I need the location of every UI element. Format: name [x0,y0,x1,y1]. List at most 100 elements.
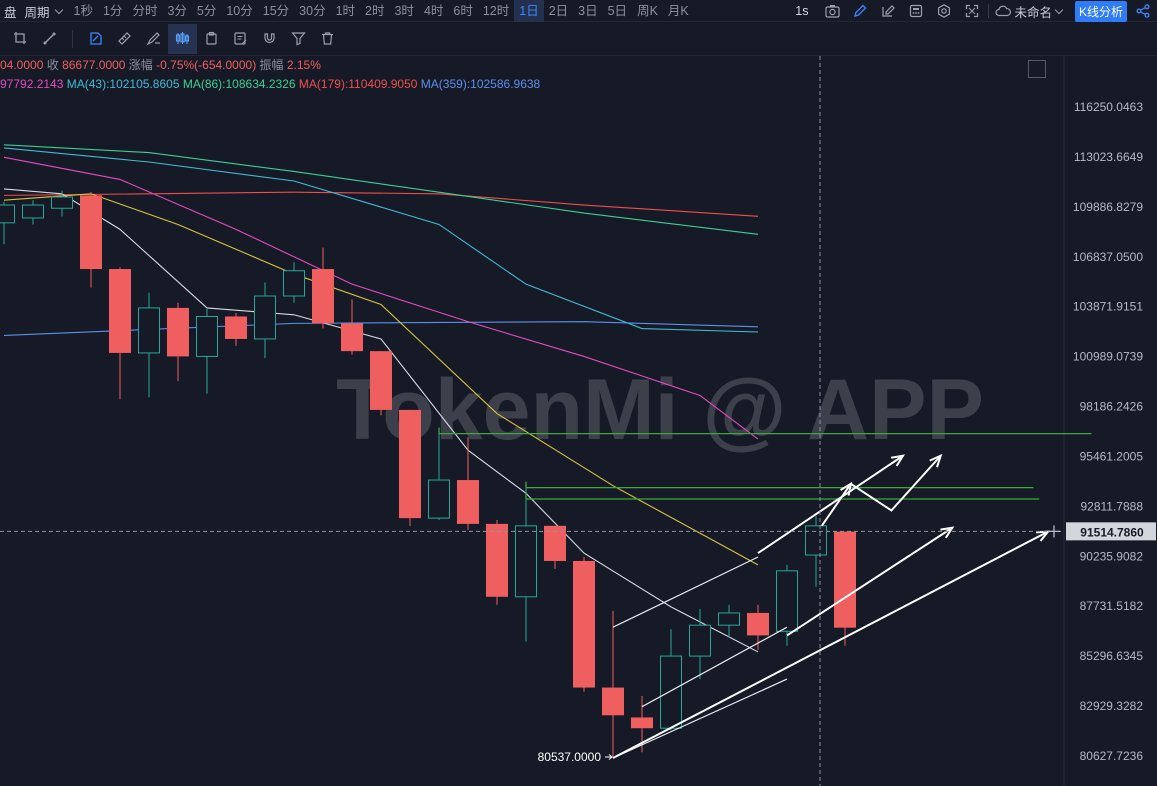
candle-body [718,612,740,626]
channel-line [612,556,759,628]
candle-icon[interactable] [168,23,197,54]
candle-body [515,525,537,598]
candle-body [283,270,305,297]
share-icon[interactable] [1135,3,1151,19]
ohlc-value: -0.75%(-654.0000) [156,58,256,72]
period-selector[interactable]: 周期 [21,2,69,21]
price-tick-label: 109886.8279 [1073,200,1143,214]
arrow-head [891,454,906,467]
price-tick-label: 80627.7236 [1080,749,1144,763]
candle-body [602,687,624,716]
candle [747,604,769,650]
brush-icon[interactable] [139,24,168,54]
layout-name: 未命名 [1014,5,1052,20]
interval-11[interactable]: 4时 [423,4,444,18]
candle-body [138,307,160,354]
ruler-icon[interactable] [110,24,139,54]
camera-icon[interactable] [824,3,840,19]
ohlc-value: 收 [43,58,62,72]
interval-17[interactable]: 5日 [607,4,628,18]
candle [341,299,363,355]
candle [457,437,479,530]
ma-value: MA(359):102586.9638 [417,77,540,91]
cloud-icon [995,3,1012,19]
pen-icon[interactable] [852,3,868,19]
candle [602,610,624,758]
price-tick-label: 113023.6649 [1074,150,1144,164]
candle [486,520,508,605]
candle [544,525,566,569]
chart-corner-toggle[interactable] [1028,60,1046,78]
channel-tool-icon[interactable] [81,24,110,54]
price-tick-label: 106837.0500 [1073,250,1143,264]
interval-19[interactable]: 月K [667,4,689,18]
ohlc-value: 86677.0000 [62,58,126,72]
candle-body [486,523,508,597]
candle [399,409,421,526]
interval-16[interactable]: 3日 [578,4,598,18]
interval-6[interactable]: 15分 [262,4,290,18]
ma-line-ma86 [3,144,759,235]
trash-icon[interactable] [313,24,342,54]
price-tick-label: 90235.9082 [1080,549,1144,563]
note-icon[interactable] [226,24,255,54]
toolbar-separator [72,29,73,48]
interval-8[interactable]: 1时 [335,4,356,18]
filter-icon[interactable] [284,24,313,54]
ma-value: MA(179):110409.9050 [296,77,418,91]
magnet-icon[interactable] [255,24,284,54]
channel-line [641,626,788,708]
ma-line-ma10 [3,193,759,566]
watermark-text: TokenMi @ APP [336,362,984,458]
candle-body [22,204,44,219]
layout-selector[interactable]: 未命名 [995,2,1065,21]
second-interval[interactable]: 1s [795,4,809,18]
ma-value: MA(43):102105.8605 [63,77,179,91]
channel-line [612,678,788,759]
current-price-label: 91514.7860 [1080,525,1144,539]
ohlc-value: 振幅 [256,57,287,72]
fullscreen-icon[interactable] [964,3,980,19]
price-tick-label: 85296.6345 [1080,649,1144,663]
interval-4[interactable]: 5分 [196,4,217,18]
calculator-icon[interactable] [908,3,924,19]
crop-icon[interactable] [6,24,35,54]
low-price-annotation: 80537.0000 [538,750,602,764]
edit-icon[interactable] [880,3,896,19]
candle [689,608,711,680]
interval-9[interactable]: 2时 [365,4,385,18]
ma-value: MA(86):108634.2326 [180,77,296,91]
candle-body [805,525,827,556]
kline-analysis-button[interactable]: K线分析 [1074,0,1127,22]
interval-18[interactable]: 周K [637,4,658,18]
line-tool-icon[interactable] [35,24,64,54]
market-prefix: 盘 [4,5,17,20]
ohlc-value: 2.15% [287,58,321,72]
interval-15[interactable]: 2日 [548,4,569,18]
ma-line-ma179 [3,191,759,217]
low-arrow-icon [605,754,613,760]
interval-12[interactable]: 6时 [453,4,473,18]
interval-3[interactable]: 3分 [167,4,187,18]
interval-14[interactable]: 1日 [514,0,544,22]
interval-13[interactable]: 12时 [482,4,510,18]
candle-body [370,351,392,410]
ma-line-ma20 [3,156,759,440]
current-price-box [1066,522,1156,541]
ohlc-value: 04.0000 [0,58,44,72]
interval-1[interactable]: 1分 [102,4,123,18]
ma-line-ma43 [3,147,759,333]
candle [138,292,160,398]
interval-2[interactable]: 分时 [132,4,158,18]
gear-icon[interactable] [936,3,952,19]
interval-7[interactable]: 30分 [299,4,326,18]
interval-5[interactable]: 10分 [226,4,253,18]
interval-0[interactable]: 1秒 [73,4,93,18]
candle [805,516,827,587]
candle [283,262,305,303]
clipboard-icon[interactable] [197,24,226,54]
candlestick-chart[interactable]: TokenMi @ APP 116250.0463 113023.6649 10988… [0,56,1157,786]
candle-body [254,295,276,340]
interval-10[interactable]: 3时 [394,4,414,18]
candle-body [51,196,73,209]
